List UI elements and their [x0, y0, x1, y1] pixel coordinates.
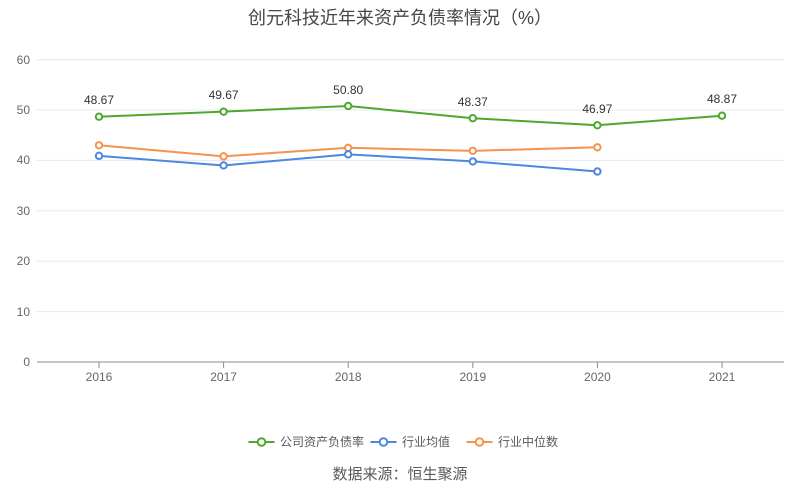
svg-text:20: 20	[17, 254, 31, 268]
svg-text:30: 30	[17, 204, 31, 218]
svg-text:2018: 2018	[335, 370, 362, 384]
svg-text:50: 50	[17, 103, 31, 117]
svg-text:49.67: 49.67	[209, 88, 239, 102]
svg-text:2020: 2020	[584, 370, 611, 384]
svg-text:40: 40	[17, 153, 31, 167]
svg-text:48.87: 48.87	[707, 92, 737, 106]
svg-text:公司资产负债率: 公司资产负债率	[280, 434, 364, 449]
svg-text:0: 0	[23, 355, 30, 369]
svg-text:行业中位数: 行业中位数	[498, 434, 558, 449]
svg-text:行业均值: 行业均值	[402, 434, 450, 449]
svg-text:50.80: 50.80	[333, 83, 363, 97]
svg-text:2017: 2017	[210, 370, 237, 384]
svg-text:2021: 2021	[709, 370, 736, 384]
svg-text:10: 10	[17, 305, 31, 319]
svg-text:48.37: 48.37	[458, 95, 488, 109]
svg-text:2019: 2019	[459, 370, 486, 384]
svg-text:48.67: 48.67	[84, 93, 114, 107]
svg-text:46.97: 46.97	[582, 102, 612, 116]
svg-text:2016: 2016	[86, 370, 113, 384]
svg-text:60: 60	[17, 53, 31, 67]
